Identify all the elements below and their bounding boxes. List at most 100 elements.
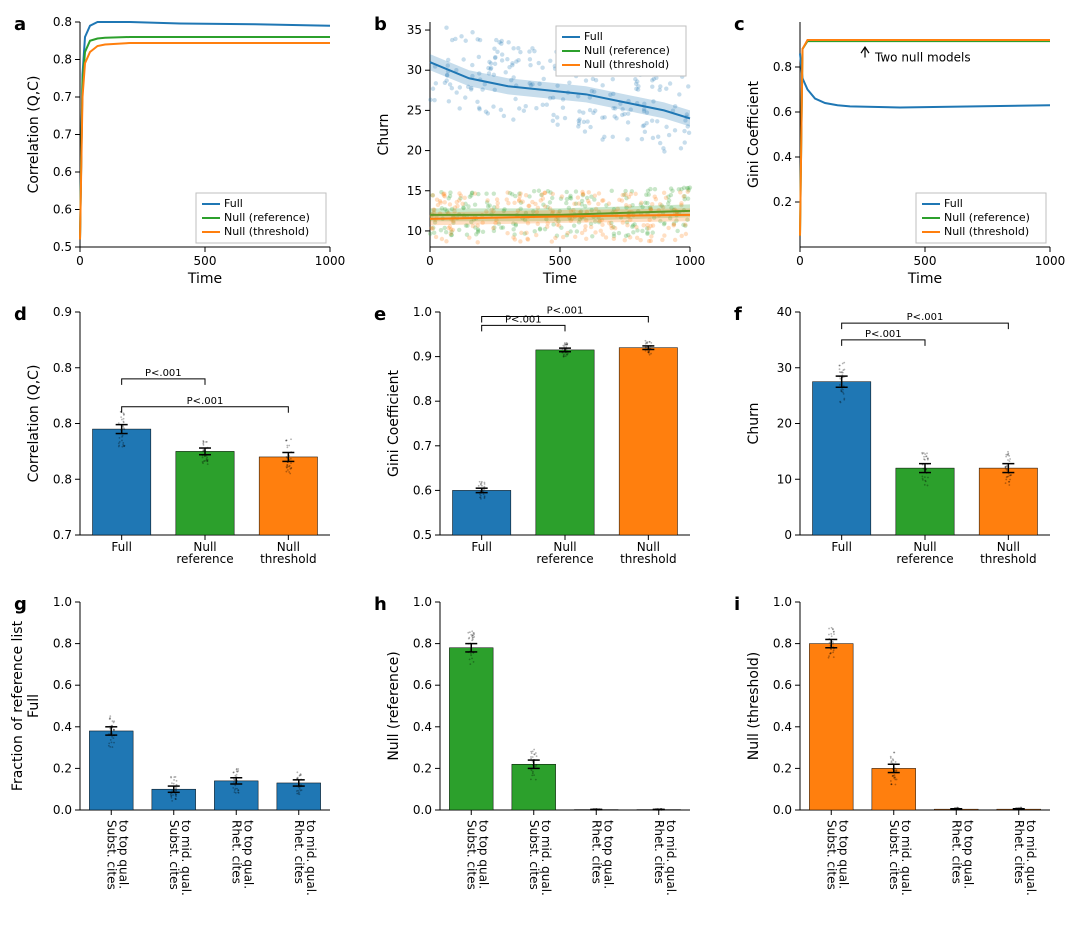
panel-label-c: c [734, 14, 745, 35]
svg-text:0.4: 0.4 [53, 720, 72, 734]
svg-text:1.0: 1.0 [413, 595, 432, 609]
panel-d: d0.70.80.80.80.9Correlation (Q,C)FullNul… [10, 300, 350, 580]
chart-g: 0.00.20.40.60.81.0Fraction of reference … [10, 590, 350, 930]
svg-text:0.9: 0.9 [53, 305, 72, 319]
svg-text:to mid. qual.: to mid. qual. [1024, 820, 1038, 896]
svg-text:threshold: threshold [980, 552, 1037, 566]
svg-text:0.8: 0.8 [413, 394, 432, 408]
svg-text:Rhet. cites: Rhet. cites [652, 820, 666, 884]
svg-text:40: 40 [777, 305, 792, 319]
svg-text:0.6: 0.6 [53, 678, 72, 692]
svg-text:1.0: 1.0 [773, 595, 792, 609]
svg-text:to mid. qual.: to mid. qual. [304, 820, 318, 896]
svg-text:0.6: 0.6 [773, 105, 792, 119]
svg-text:0.8: 0.8 [53, 637, 72, 651]
chart-c: 0.20.40.60.805001000TimeGini Coefficient… [730, 10, 1070, 290]
svg-text:reference: reference [896, 552, 953, 566]
svg-text:Rhet. cites: Rhet. cites [589, 820, 603, 884]
svg-text:0.4: 0.4 [773, 150, 792, 164]
panel-g: g0.00.20.40.60.81.0Fraction of reference… [10, 590, 350, 930]
svg-text:Null (reference): Null (reference) [584, 44, 670, 57]
svg-text:0.2: 0.2 [53, 761, 72, 775]
svg-text:Churn: Churn [376, 114, 392, 156]
svg-text:30: 30 [777, 361, 792, 375]
svg-text:25: 25 [407, 103, 422, 117]
svg-text:0.7: 0.7 [413, 439, 432, 453]
svg-text:Subst. cites: Subst. cites [527, 820, 541, 890]
svg-text:Null (threshold): Null (threshold) [746, 652, 762, 760]
svg-text:0.6: 0.6 [413, 678, 432, 692]
panel-label-i: i [734, 594, 740, 615]
svg-text:Time: Time [907, 271, 942, 287]
svg-text:to mid. qual.: to mid. qual. [664, 820, 678, 896]
svg-text:Two null models: Two null models [874, 51, 971, 65]
svg-text:Rhet. cites: Rhet. cites [229, 820, 243, 884]
panel-i: i0.00.20.40.60.81.0Null (threshold)Subst… [730, 590, 1070, 930]
svg-text:Full: Full [224, 197, 243, 210]
svg-text:0.5: 0.5 [413, 528, 432, 542]
svg-text:500: 500 [194, 254, 217, 268]
svg-text:to top qual.: to top qual. [961, 820, 975, 889]
svg-text:Correlation (Q,C): Correlation (Q,C) [26, 365, 42, 483]
svg-text:P<.001: P<.001 [865, 329, 902, 340]
svg-text:0.6: 0.6 [53, 203, 72, 217]
svg-text:0.8: 0.8 [53, 417, 72, 431]
svg-text:Null (reference): Null (reference) [386, 651, 402, 760]
svg-text:0.0: 0.0 [773, 803, 792, 817]
chart-h: 0.00.20.40.60.81.0Null (reference)Subst.… [370, 590, 710, 930]
svg-text:0.5: 0.5 [53, 240, 72, 254]
svg-text:0: 0 [426, 254, 434, 268]
panel-label-h: h [374, 594, 387, 615]
svg-text:0.8: 0.8 [773, 637, 792, 651]
svg-text:1000: 1000 [675, 254, 706, 268]
svg-text:Subst. cites: Subst. cites [887, 820, 901, 890]
svg-text:P<.001: P<.001 [187, 396, 224, 407]
svg-text:0.6: 0.6 [413, 483, 432, 497]
svg-text:0.8: 0.8 [53, 15, 72, 29]
svg-text:0.7: 0.7 [53, 90, 72, 104]
svg-text:0.9: 0.9 [413, 350, 432, 364]
svg-text:Rhet. cites: Rhet. cites [1012, 820, 1026, 884]
svg-text:0: 0 [796, 254, 804, 268]
svg-text:0.8: 0.8 [53, 361, 72, 375]
svg-text:0: 0 [784, 528, 792, 542]
svg-text:20: 20 [407, 144, 422, 158]
svg-text:Null (threshold): Null (threshold) [944, 225, 1029, 238]
svg-text:1000: 1000 [1035, 254, 1066, 268]
chart-b: 10152025303505001000TimeChurnFullNull (r… [370, 10, 710, 290]
panel-b: b10152025303505001000TimeChurnFullNull (… [370, 10, 710, 290]
svg-text:P<.001: P<.001 [907, 312, 944, 323]
panel-label-d: d [14, 304, 27, 325]
svg-text:P<.001: P<.001 [145, 368, 182, 379]
panel-label-a: a [14, 14, 26, 35]
svg-text:0.8: 0.8 [53, 472, 72, 486]
svg-text:10: 10 [407, 224, 422, 238]
svg-text:P<.001: P<.001 [547, 305, 584, 316]
figure-grid: a0.50.60.60.70.70.80.805001000TimeCorrel… [10, 10, 1070, 930]
svg-text:Full: Full [111, 540, 132, 554]
svg-text:Full: Full [26, 694, 42, 718]
svg-text:reference: reference [536, 552, 593, 566]
svg-text:Full: Full [471, 540, 492, 554]
svg-text:threshold: threshold [260, 552, 317, 566]
panel-label-e: e [374, 304, 386, 325]
svg-text:30: 30 [407, 63, 422, 77]
svg-text:Null (threshold): Null (threshold) [224, 225, 309, 238]
svg-text:Full: Full [584, 30, 603, 43]
svg-text:0.6: 0.6 [773, 678, 792, 692]
svg-text:20: 20 [777, 417, 792, 431]
svg-text:500: 500 [549, 254, 572, 268]
svg-text:1.0: 1.0 [53, 595, 72, 609]
svg-text:Fraction of reference list: Fraction of reference list [10, 620, 26, 791]
svg-text:0.2: 0.2 [773, 195, 792, 209]
svg-text:Null (reference): Null (reference) [224, 211, 310, 224]
svg-text:0.2: 0.2 [773, 761, 792, 775]
panel-e: e0.50.60.70.80.91.0Gini CoefficientFullN… [370, 300, 710, 580]
panel-c: c0.20.40.60.805001000TimeGini Coefficien… [730, 10, 1070, 290]
svg-text:0.6: 0.6 [53, 165, 72, 179]
svg-text:0.8: 0.8 [53, 53, 72, 67]
svg-text:1000: 1000 [315, 254, 346, 268]
svg-text:Subst. cites: Subst. cites [167, 820, 181, 890]
chart-e: 0.50.60.70.80.91.0Gini CoefficientFullNu… [370, 300, 710, 580]
svg-text:Full: Full [831, 540, 852, 554]
